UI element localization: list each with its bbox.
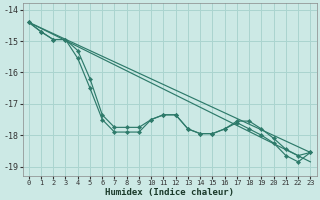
X-axis label: Humidex (Indice chaleur): Humidex (Indice chaleur) <box>105 188 234 197</box>
